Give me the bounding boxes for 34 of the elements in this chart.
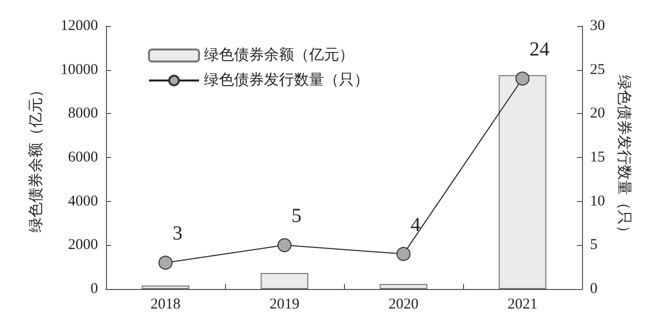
y-tick-label: 4000	[68, 193, 98, 210]
point	[516, 72, 530, 86]
data-label: 4	[410, 214, 420, 236]
y2-tick-label: 0	[590, 281, 598, 297]
x-tick-label: 2021	[508, 296, 538, 312]
y-tick-label: 12000	[60, 18, 98, 34]
data-label: 5	[292, 205, 302, 228]
y-tick-label: 10000	[60, 62, 98, 78]
data-label: 24	[530, 38, 550, 61]
y2-tick-label: 20	[590, 106, 605, 122]
bar	[142, 285, 190, 289]
y2-tick-label: 10	[590, 193, 605, 210]
y2-tick-label: 15	[590, 150, 605, 166]
bar	[498, 75, 546, 289]
point	[158, 256, 172, 270]
bar	[380, 284, 428, 289]
bar	[260, 273, 308, 289]
y-tick-label: 0	[90, 281, 98, 297]
x-tick-label: 2020	[388, 296, 418, 312]
y-axis-title: 绿色债券余额（亿元）	[28, 82, 44, 232]
data-label: 3	[172, 222, 182, 245]
y2-axis-title: 绿色债券发行数量（只）	[615, 75, 632, 240]
x-tick-label: 2019	[270, 296, 300, 312]
legend-label: 绿色债券余额（亿元）	[204, 46, 354, 64]
point	[396, 246, 410, 261]
y2-tick-label: 5	[590, 237, 598, 254]
point	[278, 238, 292, 252]
y2-tick-label: 30	[590, 18, 605, 34]
y-tick-label: 2000	[68, 237, 98, 254]
y2-tick-label: 25	[590, 62, 605, 78]
x-tick-label: 2018	[150, 296, 180, 312]
y-tick-label: 8000	[68, 106, 98, 122]
y-tick-label: 6000	[68, 150, 98, 166]
legend-label: 绿色债券发行数量（只）	[204, 72, 369, 88]
